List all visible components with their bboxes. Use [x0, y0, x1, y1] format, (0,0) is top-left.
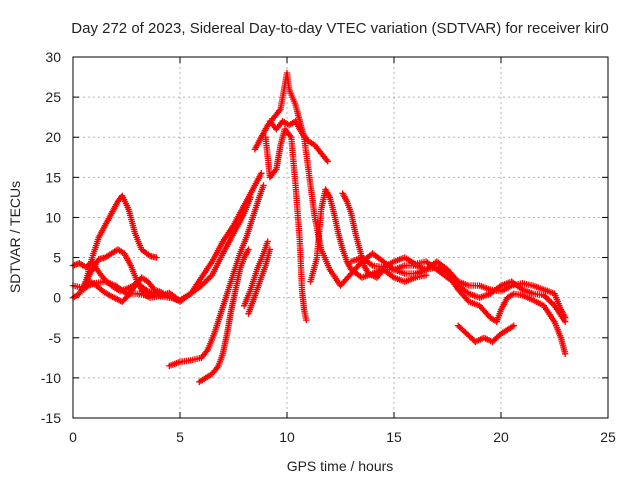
series-5-markers	[80, 274, 167, 305]
series-15-markers	[455, 322, 517, 345]
y-tick-label: -10	[41, 370, 61, 386]
y-tick-label: 25	[45, 89, 61, 105]
y-tick-label: 5	[53, 250, 61, 266]
series-9-markers	[241, 238, 271, 309]
y-tick-label: 30	[45, 49, 61, 65]
y-tick-label: -15	[41, 410, 61, 426]
y-tick-label: 15	[45, 169, 61, 185]
x-tick-label: 15	[386, 429, 402, 445]
chart-title: Day 272 of 2023, Sidereal Day-to-day VTE…	[71, 20, 608, 37]
series-12-markers	[262, 126, 310, 324]
y-tick-label: 10	[45, 209, 61, 225]
series-11-markers	[266, 118, 331, 165]
x-tick-labels: 0 5 10 15 20 25	[69, 429, 616, 445]
x-axis-label: GPS time / hours	[287, 458, 394, 474]
gridlines	[72, 56, 609, 419]
x-tick-label: 25	[600, 429, 616, 445]
y-tick-label: -5	[49, 330, 62, 346]
y-tick-label: 20	[45, 129, 61, 145]
series-8-markers	[245, 246, 274, 317]
x-tick-label: 0	[69, 429, 77, 445]
y-tick-label: 0	[53, 290, 61, 306]
x-tick-label: 10	[279, 429, 295, 445]
x-tick-label: 5	[176, 429, 184, 445]
series-10-markers	[251, 69, 569, 321]
plot-frame	[72, 56, 609, 419]
y-tick-labels: -15 -10 -5 0 5 10 15 20 25 30	[41, 49, 61, 426]
series-7-markers	[196, 246, 252, 386]
series-6-markers	[166, 182, 267, 370]
y-axis-label: SDTVAR / TECUs	[7, 181, 23, 293]
series-4-markers	[82, 246, 184, 305]
series-16-markers	[348, 254, 569, 325]
x-tick-label: 20	[493, 429, 509, 445]
